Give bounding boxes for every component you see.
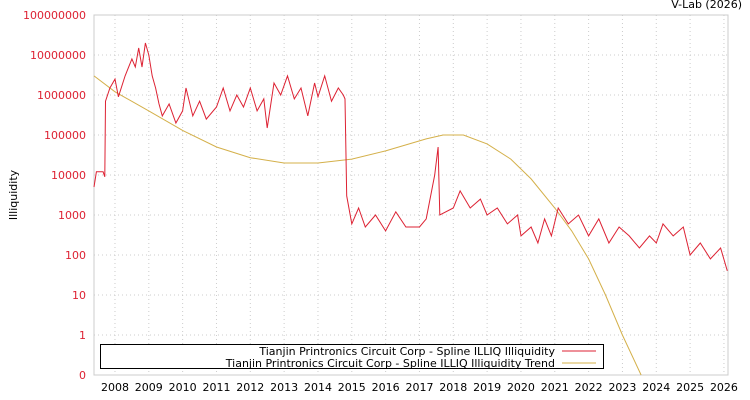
x-tick-label: 2013 — [270, 381, 298, 394]
y-tick-label: 100000 — [44, 129, 86, 142]
x-tick-label: 2026 — [710, 381, 738, 394]
x-tick-label: 2018 — [439, 381, 467, 394]
x-tick-label: 2012 — [236, 381, 264, 394]
x-tick-label: 2021 — [541, 381, 569, 394]
plot-area — [93, 14, 729, 376]
x-tick-label: 2010 — [169, 381, 197, 394]
x-tick-label: 2008 — [101, 381, 129, 394]
x-tick-label: 2009 — [135, 381, 163, 394]
y-tick-label: 10000 — [51, 169, 86, 182]
y-tick-label: 1000000 — [37, 89, 86, 102]
y-tick-label: 1000 — [58, 209, 86, 222]
y-tick-label: 10 — [72, 289, 86, 302]
series-line-illiquidity — [93, 42, 728, 272]
x-tick-label: 2011 — [202, 381, 230, 394]
y-tick-label: 0 — [79, 369, 86, 382]
y-axis-label: Illiquidity — [7, 169, 20, 220]
y-tick-label: 100000000 — [23, 9, 86, 22]
legend-label: Tianjin Printronics Circuit Corp - Splin… — [225, 357, 555, 370]
x-tick-label: 2025 — [676, 381, 704, 394]
x-tick-label: 2016 — [372, 381, 400, 394]
x-tick-label: 2017 — [405, 381, 433, 394]
x-tick-label: 2020 — [507, 381, 535, 394]
y-tick-label: 1 — [79, 329, 86, 342]
y-tick-label: 10000000 — [30, 49, 86, 62]
legend-label: Tianjin Printronics Circuit Corp - Splin… — [258, 345, 555, 358]
x-tick-label: 2019 — [473, 381, 501, 394]
y-tick-label: 100 — [65, 249, 86, 262]
x-tick-label: 2014 — [304, 381, 332, 394]
series-line-trend — [93, 75, 642, 376]
watermark: V-Lab (2026) — [671, 0, 742, 11]
x-tick-label: 2024 — [642, 381, 670, 394]
legend — [100, 344, 604, 369]
x-tick-label: 2015 — [338, 381, 366, 394]
x-tick-label: 2022 — [575, 381, 603, 394]
x-tick-label: 2023 — [608, 381, 636, 394]
